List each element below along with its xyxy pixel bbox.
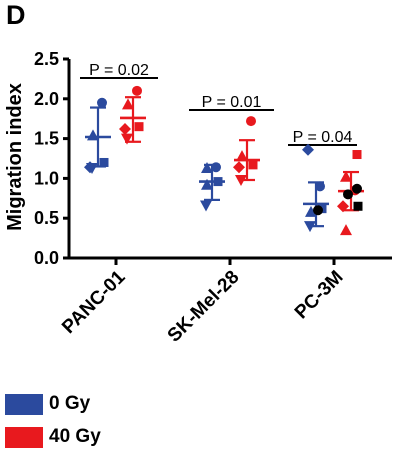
y-tick-label: 1.5	[34, 129, 59, 149]
data-point	[304, 221, 316, 233]
legend-item-40-gy: 40 Gy	[5, 425, 101, 449]
data-point	[201, 162, 213, 174]
data-point	[315, 181, 325, 192]
data-point	[236, 150, 248, 162]
y-axis-label: Migration index	[4, 83, 26, 231]
legend-item-0-gy: 0 Gy	[5, 392, 101, 416]
legend-swatch-40-gy	[5, 426, 43, 448]
data-point	[121, 133, 133, 145]
legend-swatch-0-gy	[5, 393, 43, 415]
data-point	[233, 161, 245, 174]
data-point	[200, 200, 212, 212]
data-point	[337, 200, 349, 213]
extra-data-point	[352, 183, 362, 194]
extra-data-point	[343, 189, 353, 200]
data-point	[122, 98, 134, 110]
y-tick-label: 0.5	[34, 208, 59, 228]
data-point	[99, 157, 109, 167]
data-point	[211, 162, 221, 173]
y-tick-label: 1.0	[34, 168, 59, 188]
p-value-label: P = 0.02	[89, 62, 149, 79]
y-tick-label: 2.0	[34, 89, 59, 109]
data-point	[352, 150, 362, 160]
data-point	[213, 177, 223, 187]
data-point	[305, 205, 317, 217]
data-point	[340, 170, 352, 182]
data-point	[86, 163, 98, 175]
data-point	[340, 224, 352, 236]
panel-label: D	[6, 0, 26, 30]
y-axis: 0.0 0.5 1.0 1.5 2.0 2.5	[34, 49, 71, 268]
data-point	[134, 122, 144, 132]
legend: 0 Gy 40 Gy	[5, 392, 101, 458]
x-axis: PANC-01 SK-Mel-28 PC-3M	[58, 256, 392, 347]
data-point	[119, 123, 131, 136]
migration-index-chart: 0.0 0.5 1.0 1.5 2.0 2.5 PANC-01 SK-Mel-28 PC-3M…	[4, 49, 392, 347]
y-tick-label: 0.0	[34, 248, 59, 268]
data-point	[248, 160, 258, 170]
p-value-label: P = 0.01	[202, 94, 262, 111]
extra-data-point	[353, 201, 363, 211]
data-point	[246, 116, 256, 127]
data-point	[87, 129, 99, 141]
data-point	[97, 97, 107, 108]
x-tick-label: PANC-01	[58, 266, 130, 338]
legend-label: 40 Gy	[49, 426, 101, 447]
data-points	[84, 85, 363, 236]
x-tick-label: PC-3M	[291, 267, 348, 324]
p-value-annotations: P = 0.02 P = 0.01 P = 0.04	[80, 62, 357, 146]
legend-label: 0 Gy	[49, 393, 91, 414]
data-point	[132, 85, 142, 96]
data-point	[235, 174, 247, 186]
x-tick-label: SK-Mel-28	[164, 267, 244, 347]
y-tick-label: 2.5	[34, 49, 59, 69]
data-point	[201, 178, 213, 190]
extra-data-point	[313, 205, 323, 216]
data-point	[302, 143, 314, 156]
p-value-label: P = 0.04	[293, 129, 353, 146]
